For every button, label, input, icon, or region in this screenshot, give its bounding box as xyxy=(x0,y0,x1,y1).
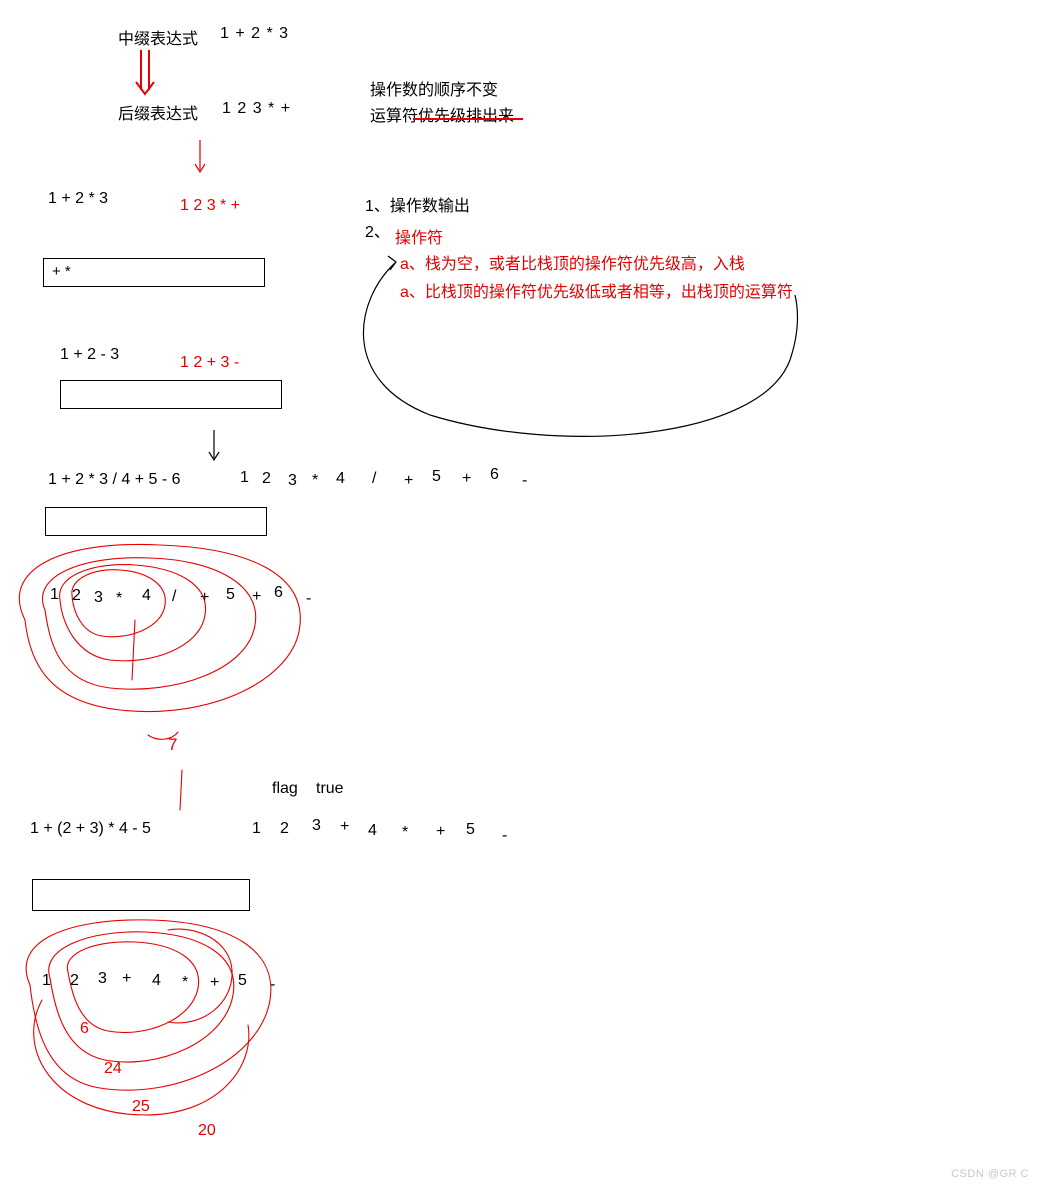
sc1-tok-10: - xyxy=(306,590,311,608)
ex1-stack-content: + * xyxy=(52,263,71,280)
sc2-tok-3: + xyxy=(122,970,131,988)
ex1-expr: 1 + 2 * 3 xyxy=(48,190,108,208)
note-operand-order: 操作数的顺序不变 xyxy=(370,76,498,100)
sc1-tok-9: 6 xyxy=(274,584,283,602)
ex3-tok-1: 2 xyxy=(262,470,271,488)
infix-expr: 1 + 2 * 3 xyxy=(220,25,289,43)
ex4-tok-7: 5 xyxy=(466,821,475,839)
ex1-stack-box xyxy=(43,258,265,287)
ex3-tok-10: - xyxy=(522,472,527,490)
ex3-tok-0: 1 xyxy=(240,469,249,487)
sc2-tok-8: - xyxy=(270,976,275,994)
ex4-expr: 1 + (2 + 3) * 4 - 5 xyxy=(30,820,151,838)
ex3-tok-9: 6 xyxy=(490,466,499,484)
ex2-stack-box xyxy=(60,380,282,409)
sc2-tok-7: 5 xyxy=(238,972,247,990)
ex3-tok-3: * xyxy=(312,472,318,490)
ex4-stack-box xyxy=(32,879,250,911)
postfix-expr: 1 2 3 * + xyxy=(222,100,291,118)
flag-label: flag xyxy=(272,780,298,798)
ex4-tok-3: + xyxy=(340,818,349,836)
ex1-output: 1 2 3 * + xyxy=(180,197,240,215)
sc1-tok-5: / xyxy=(172,588,176,606)
sc2-n6: 6 xyxy=(80,1020,89,1038)
ex3-tok-6: + xyxy=(404,472,413,490)
postfix-label: 后缀表达式 xyxy=(118,100,198,124)
sc1-tok-8: + xyxy=(252,588,261,606)
sc1-tok-3: * xyxy=(116,590,122,608)
sc1-tok-7: 5 xyxy=(226,586,235,604)
ex2-output: 1 2 + 3 - xyxy=(180,354,239,372)
ex4-tok-2: 3 xyxy=(312,817,321,835)
ex3-tok-4: 4 xyxy=(336,470,345,488)
sc2-n25: 25 xyxy=(132,1098,150,1116)
rule-2-prefix: 2、 xyxy=(365,218,390,242)
ex3-tok-5: / xyxy=(372,470,376,488)
note-underline xyxy=(413,118,523,120)
annotation-layer xyxy=(0,0,1037,1186)
sc2-tok-5: * xyxy=(182,974,188,992)
ex4-tok-4: 4 xyxy=(368,822,377,840)
sc2-tok-6: + xyxy=(210,974,219,992)
rule-1: 1、操作数输出 xyxy=(365,192,470,216)
ex3-tok-7: 5 xyxy=(432,468,441,486)
note-operator-priority: 运算符优先级排出来 xyxy=(370,102,514,126)
ex4-tok-5: * xyxy=(402,824,408,842)
sc2-tok-2: 3 xyxy=(98,970,107,988)
sc1-tok-6: + xyxy=(200,589,209,607)
sc2-tok-1: 2 xyxy=(70,972,79,990)
rule-operator-header: 操作符 xyxy=(395,224,443,248)
ex4-tok-6: + xyxy=(436,823,445,841)
watermark: CSDN @GR C xyxy=(951,1168,1029,1180)
sc2-tok-4: 4 xyxy=(152,972,161,990)
sc2-n24: 24 xyxy=(104,1060,122,1078)
sc1-annot-7: 7 xyxy=(168,735,177,755)
sc1-tok-4: 4 xyxy=(142,587,151,605)
sc1-tok-1: 2 xyxy=(72,587,81,605)
ex2-expr: 1 + 2 - 3 xyxy=(60,346,119,364)
sc1-tok-0: 1 xyxy=(50,586,59,604)
ex3-stack-box xyxy=(45,507,267,536)
ex3-tok-8: + xyxy=(462,470,471,488)
sc2-n20: 20 xyxy=(198,1122,216,1140)
rule-a: a、栈为空，或者比栈顶的操作符优先级高，入栈 xyxy=(400,250,745,274)
sc2-tok-0: 1 xyxy=(42,972,51,990)
ex4-tok-8: - xyxy=(502,827,507,845)
ex4-tok-0: 1 xyxy=(252,820,261,838)
sc1-tok-2: 3 xyxy=(94,589,103,607)
ex4-tok-1: 2 xyxy=(280,820,289,838)
ex3-expr: 1 + 2 * 3 / 4 + 5 - 6 xyxy=(48,471,181,489)
flag-value: true xyxy=(316,780,344,798)
rule-b: a、比栈顶的操作符优先级低或者相等，出栈顶的运算符 xyxy=(400,278,793,302)
ex3-tok-2: 3 xyxy=(288,472,297,490)
infix-label: 中缀表达式 xyxy=(118,25,198,49)
